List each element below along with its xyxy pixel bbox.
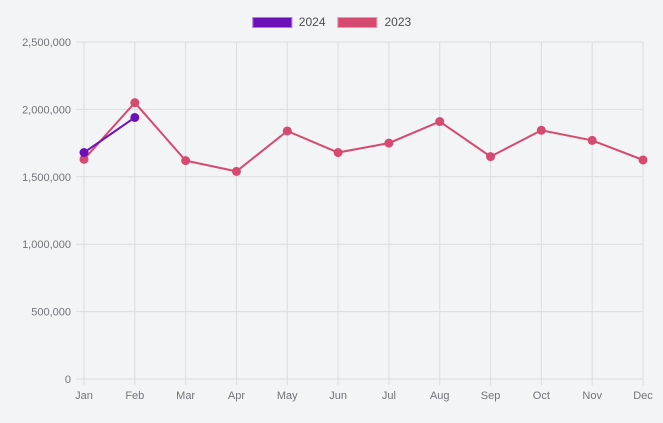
legend-label-2024: 2024 [298, 15, 326, 29]
chart-legend: 2024 2023 [251, 15, 412, 29]
data-point-2023[interactable] [435, 117, 445, 127]
data-point-2023[interactable] [130, 98, 140, 108]
y-tick-label: 1,000,000 [22, 239, 71, 251]
y-tick-label: 2,500,000 [22, 37, 71, 49]
data-point-2023[interactable] [79, 154, 89, 164]
data-point-2023[interactable] [486, 152, 496, 162]
data-point-2023[interactable] [536, 125, 546, 135]
data-point-2023[interactable] [333, 148, 343, 158]
x-tick-label: May [277, 390, 298, 402]
x-tick-label: Nov [582, 390, 602, 402]
data-point-2023[interactable] [181, 156, 191, 166]
y-tick-label: 0 [65, 374, 71, 386]
series-line-2024 [83, 116, 136, 154]
y-tick-label: 2,000,000 [22, 104, 71, 116]
legend-item-2023[interactable]: 2023 [337, 15, 412, 29]
data-point-2024[interactable] [130, 112, 140, 122]
data-point-2023[interactable] [638, 155, 648, 165]
data-point-2024[interactable] [79, 148, 89, 158]
x-tick-label: Dec [633, 390, 653, 402]
x-tick-label: Jan [75, 390, 93, 402]
series-line-2023 [83, 101, 644, 173]
legend-item-2024[interactable]: 2024 [251, 15, 326, 29]
legend-swatch-2024 [251, 16, 292, 28]
y-tick-label: 1,500,000 [22, 172, 71, 184]
x-tick-label: Feb [125, 390, 144, 402]
legend-swatch-2023 [337, 16, 378, 28]
x-tick-label: Jul [382, 390, 396, 402]
data-point-2023[interactable] [384, 138, 394, 148]
y-tick-label: 500,000 [31, 307, 71, 319]
x-tick-label: Sep [481, 390, 501, 402]
x-tick-label: Aug [430, 390, 450, 402]
data-point-2023[interactable] [587, 135, 597, 145]
x-tick-label: Apr [228, 390, 245, 402]
x-tick-label: Jun [329, 390, 347, 402]
data-point-2023[interactable] [282, 126, 292, 136]
legend-label-2023: 2023 [384, 15, 412, 29]
x-tick-label: Oct [533, 390, 550, 402]
data-point-2023[interactable] [231, 166, 241, 176]
x-tick-label: Mar [176, 390, 195, 402]
